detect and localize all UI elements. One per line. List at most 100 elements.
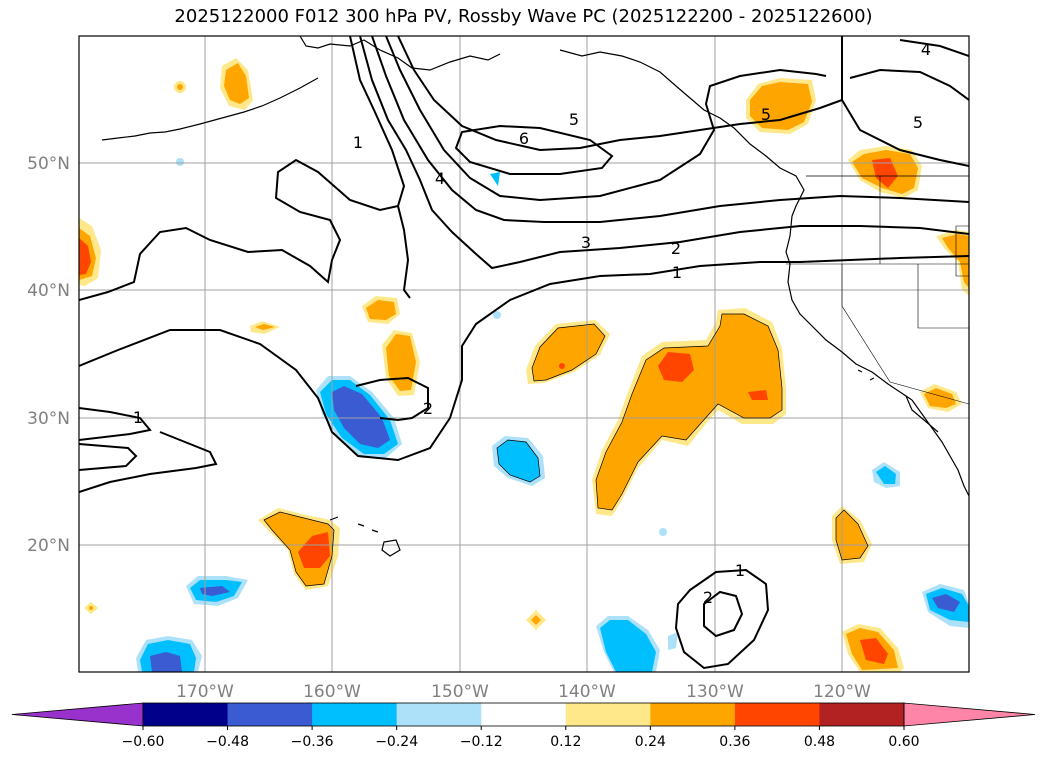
contour-line (79, 36, 406, 301)
contour-line (79, 255, 969, 462)
contour-line (385, 36, 827, 202)
colorbar-frame (142, 702, 905, 727)
negative-anomaly-area (150, 652, 182, 672)
contour-label: 4 (921, 40, 931, 59)
contour-line (703, 590, 744, 638)
contour-line (674, 568, 770, 670)
channel-islands (857, 369, 875, 381)
pv-contours (79, 36, 969, 670)
coastlines (101, 36, 969, 557)
positive-anomaly-area (177, 84, 183, 90)
positive-anomaly-area (596, 314, 782, 510)
contour-line (454, 124, 614, 175)
contour-line (397, 36, 843, 152)
hawaii-islands (329, 516, 401, 557)
negative-anomaly-area (600, 620, 656, 672)
lon-label: 150°W (431, 682, 489, 702)
contour-label: 5 (913, 113, 923, 132)
us-coast (785, 215, 913, 401)
negative-anomaly-area (200, 586, 230, 596)
colorbar-ticks: −0.60 −0.48 −0.36 −0.24 −0.12 0.12 0.24 0.36 0.4… (122, 726, 920, 750)
contour-line (355, 376, 429, 422)
contour-line (79, 431, 218, 493)
latitude-labels: 50°N 40°N 30°N 20°N (27, 154, 70, 556)
contour-label: 1 (133, 408, 143, 427)
outline (263, 511, 335, 587)
colorbar-segment (481, 703, 567, 726)
contour-line (79, 407, 152, 441)
colorbar-segment (227, 703, 313, 726)
negative-anomaly-area (659, 528, 667, 536)
outline (496, 439, 541, 483)
negative-anomaly-area (332, 386, 390, 448)
lat-label: 20°N (27, 536, 70, 556)
negative-anomaly-area (493, 311, 501, 319)
map-background (79, 36, 969, 672)
contour-line (849, 68, 969, 101)
contour-label: 1 (353, 133, 363, 152)
negative-anomaly-area (497, 440, 540, 482)
state-border (955, 225, 969, 277)
colorbar-segment (396, 703, 482, 726)
outline (835, 509, 869, 561)
colorbar-segments (11, 702, 1036, 727)
colorbar-tick-label: −0.48 (206, 734, 249, 750)
contour-label: 5 (569, 110, 579, 129)
chart-title: 2025122000 F012 300 hPa PV, Rossby Wave … (174, 6, 873, 27)
positive-anomaly-area (942, 234, 969, 288)
negative-anomaly-area (668, 632, 678, 650)
positive-anomaly-area (255, 324, 275, 330)
lat-label: 30°N (27, 409, 70, 429)
contour-label: 2 (703, 588, 713, 607)
contour-label: 3 (581, 233, 591, 252)
contour-line (359, 36, 969, 270)
alaska-coast (299, 36, 501, 71)
colorbar-segment (143, 703, 229, 726)
positive-anomaly-area (658, 352, 694, 382)
negative-anomaly-area (490, 172, 500, 186)
contour-labels: 1 4 6 5 3 2 1 2 1 1 2 4 5 5 (133, 40, 931, 607)
lon-label: 170°W (176, 682, 234, 702)
colorbar-tick-label: 0.60 (888, 734, 919, 750)
contour-label: 2 (423, 399, 433, 418)
negative-anomaly-area (932, 594, 960, 612)
colorbar-tick-label: 0.48 (804, 734, 835, 750)
lat-lon-grid (79, 36, 969, 672)
longitude-labels: 170°W 160°W 150°W 140°W 130°W 120°W (176, 682, 871, 702)
contour-label: 1 (672, 263, 682, 282)
map-border (78, 35, 970, 673)
colorbar: −0.60 −0.48 −0.36 −0.24 −0.12 0.12 0.24 0.36 0.4… (11, 702, 1036, 750)
positive-anomaly-area (924, 388, 956, 408)
contour-line (79, 443, 138, 471)
colorbar-tick-label: 0.36 (719, 734, 750, 750)
pv-anomaly-shading (79, 58, 969, 672)
positive-anomaly-area (559, 363, 565, 369)
baja-coast (911, 399, 969, 497)
lon-label: 120°W (813, 682, 871, 702)
positive-anomaly-area (860, 638, 888, 664)
colorbar-tick-label: −0.24 (375, 734, 418, 750)
positive-anomaly-area (298, 532, 330, 568)
gulf-of-california-coast (905, 395, 939, 433)
outline (595, 313, 783, 511)
colorbar-tick-label: −0.60 (122, 734, 165, 750)
contour-label: 1 (735, 561, 745, 580)
positive-anomaly-area (89, 606, 93, 610)
positive-anomaly-area (224, 63, 249, 104)
outline (531, 323, 606, 382)
colorbar-tick-label: −0.36 (291, 734, 334, 750)
colorbar-max-arrow (903, 702, 1036, 727)
lat-label: 50°N (27, 154, 70, 174)
colorbar-tick-label: 0.12 (550, 734, 581, 750)
contour-label: 2 (671, 239, 681, 258)
positive-anomaly-area (79, 238, 91, 275)
positive-anomaly-area (872, 158, 898, 188)
lat-label: 40°N (27, 281, 70, 301)
colorbar-segment (734, 703, 820, 726)
colorbar-segment (565, 703, 651, 726)
negative-anomaly-area (876, 466, 896, 484)
contour-label: 4 (435, 169, 445, 188)
aleutian-islands (101, 77, 319, 141)
canada-coast (559, 49, 805, 217)
state-border (841, 264, 969, 405)
